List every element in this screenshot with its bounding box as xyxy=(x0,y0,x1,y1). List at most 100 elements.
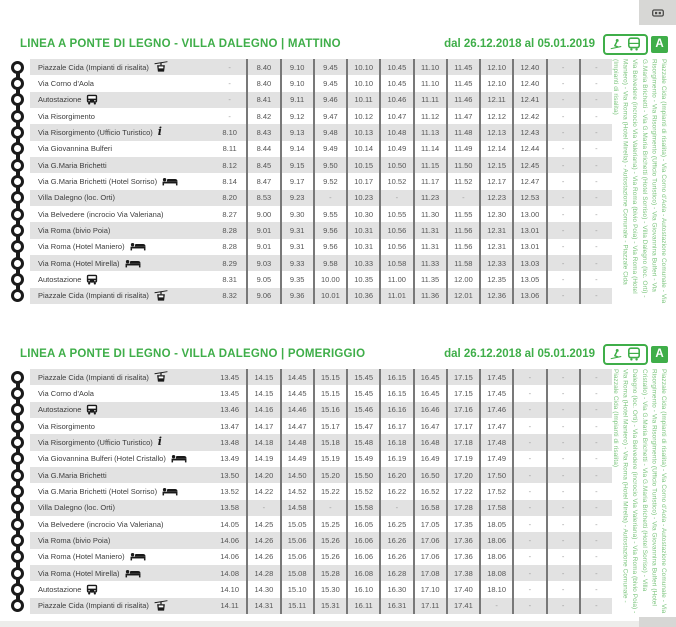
time-cell-empty: - xyxy=(578,254,612,272)
time-cell: 9.00 xyxy=(246,205,279,223)
time-cell: 12.36 xyxy=(479,287,512,304)
time-cell-empty: - xyxy=(578,156,612,174)
time-cell: 10.10 xyxy=(346,75,379,92)
time-cell: 16.16 xyxy=(379,401,412,418)
timetable-row: Via Risorgimento 13.47 14.17 14.47 15.17 15.4… xyxy=(30,417,612,435)
stop-name: Via Roma (bivio Poia) xyxy=(38,535,111,545)
time-cell-empty: - xyxy=(578,140,612,157)
time-cell: 11.10 xyxy=(412,59,446,76)
time-cell-empty: - xyxy=(512,499,545,516)
time-cell-empty: - xyxy=(545,107,579,125)
time-cell: 15.18 xyxy=(312,434,346,451)
time-cell: 8.20 xyxy=(222,193,237,203)
line-a-badge: A xyxy=(651,35,668,53)
stop-dot xyxy=(11,126,24,140)
stop-dot xyxy=(11,501,24,515)
stop-cell: Via Corno d'Aola xyxy=(30,385,213,401)
time-cell: 16.08 xyxy=(346,564,379,582)
time-cell: 15.50 xyxy=(346,466,379,484)
time-cell: 11.33 xyxy=(412,254,446,272)
time-cell-empty: - xyxy=(545,271,579,288)
time-cell: 14.17 xyxy=(246,417,279,435)
time-cell: 10.14 xyxy=(346,140,379,157)
time-cell: 16.30 xyxy=(379,581,412,598)
time-cell: 11.45 xyxy=(445,59,479,76)
time-cell: 11.00 xyxy=(379,271,412,288)
time-cell: 11.49 xyxy=(445,140,479,157)
time-cell: 15.52 xyxy=(346,483,379,500)
time-cell: 9.31 xyxy=(279,238,313,255)
time-cell: 10.55 xyxy=(379,205,412,223)
time-cell: 12.11 xyxy=(479,91,512,108)
time-cell: 12.00 xyxy=(445,271,479,288)
time-cell: 12.15 xyxy=(479,156,512,174)
time-cell: 17.49 xyxy=(479,450,512,467)
time-cell: 9.15 xyxy=(279,156,313,174)
time-cell-empty: - xyxy=(512,434,545,451)
stop-cell: Via Risorgimento (Ufficio Turistico) i xyxy=(30,434,213,450)
stop-cell: Piazzale Cida (Impianti di risalita) xyxy=(30,288,213,304)
viewer-widget-button[interactable] xyxy=(639,0,676,25)
time-cell: 13.58 xyxy=(220,503,240,513)
stop-dot xyxy=(11,93,24,107)
time-cell: 12.42 xyxy=(512,107,545,125)
stop-dot xyxy=(11,582,24,596)
time-cell-empty: - xyxy=(512,369,545,386)
stop-cell: Villa Dalegno (loc. Orti) xyxy=(30,190,213,206)
time-cell: 17.35 xyxy=(445,515,479,533)
time-cell: 14.05 xyxy=(220,519,240,529)
time-cell: 13.48 xyxy=(220,437,240,447)
time-cell: 9.01 xyxy=(246,238,279,255)
time-cell: 10.58 xyxy=(379,254,412,272)
time-cell: 12.43 xyxy=(512,124,545,141)
time-cell: 14.45 xyxy=(279,385,313,402)
timetable-row: Via Roma (bivio Poia) 14.06 14.26 15.06 15.2… xyxy=(30,532,612,549)
time-cell: 16.18 xyxy=(379,434,412,451)
timetable-row: Via G.Maria Brichetti 13.50 14.20 14.50 15.2… xyxy=(30,466,612,484)
time-cell: 9.12 xyxy=(279,107,313,125)
time-cell: 10.33 xyxy=(346,254,379,272)
stop-dot xyxy=(11,77,24,91)
time-cell: 15.16 xyxy=(312,401,346,418)
time-cell: 17.47 xyxy=(479,417,512,435)
time-cell-empty: - xyxy=(545,515,579,533)
stop-cell: Via Risorgimento xyxy=(30,108,213,124)
time-cell: 14.08 xyxy=(220,568,240,578)
timetable-mattino: Piazzale Cida (Impianti di risalita) - 8.4… xyxy=(6,59,612,304)
time-cell: 17.45 xyxy=(479,369,512,386)
time-cell-empty: - xyxy=(545,499,579,516)
time-cell: 16.26 xyxy=(379,532,412,549)
stop-name: Autostazione xyxy=(38,274,82,284)
stop-name: Via Risorgimento (Ufficio Turistico) xyxy=(38,437,153,447)
time-cell: 14.46 xyxy=(279,401,313,418)
time-cell: 11.48 xyxy=(445,124,479,141)
time-cell-empty: - xyxy=(545,450,579,467)
stop-icon-wrap xyxy=(171,454,187,463)
date-range: dal 26.12.2018 al 05.01.2019 xyxy=(444,348,595,360)
time-cell: 12.35 xyxy=(479,271,512,288)
stop-dot xyxy=(11,272,24,286)
stop-name: Via Giovannina Bulferi (Hotel Cristallo) xyxy=(38,454,166,464)
stop-cell: Autostazione xyxy=(30,92,213,108)
time-cell: 10.56 xyxy=(379,222,412,239)
time-cell: 10.36 xyxy=(346,287,379,304)
time-cell-empty: - xyxy=(545,189,579,206)
stop-dot xyxy=(11,158,24,172)
time-cell: 10.15 xyxy=(346,156,379,174)
time-cell-empty: - xyxy=(512,417,545,435)
time-cell-empty: - xyxy=(512,483,545,500)
timetable-row: Piazzale Cida (Impianti di risalita) - 8.4… xyxy=(30,59,612,76)
time-cell: 17.45 xyxy=(479,385,512,402)
time-cell-empty: - xyxy=(578,548,612,565)
stop-cell: Piazzale Cida (Impianti di risalita) xyxy=(30,59,213,75)
time-cell: 13.06 xyxy=(512,287,545,304)
time-cell: 9.33 xyxy=(279,254,313,272)
time-cell: 16.48 xyxy=(412,434,446,451)
time-cell: 9.36 xyxy=(279,287,313,304)
time-cell: 17.19 xyxy=(445,450,479,467)
service-badges: A xyxy=(603,33,668,55)
route-summary-vertical: Piazzale Cida (Impianti di risalita) - V… xyxy=(611,369,667,614)
stop-dot xyxy=(11,436,24,450)
time-cell: 15.19 xyxy=(312,450,346,467)
time-cell: 17.38 xyxy=(445,564,479,582)
